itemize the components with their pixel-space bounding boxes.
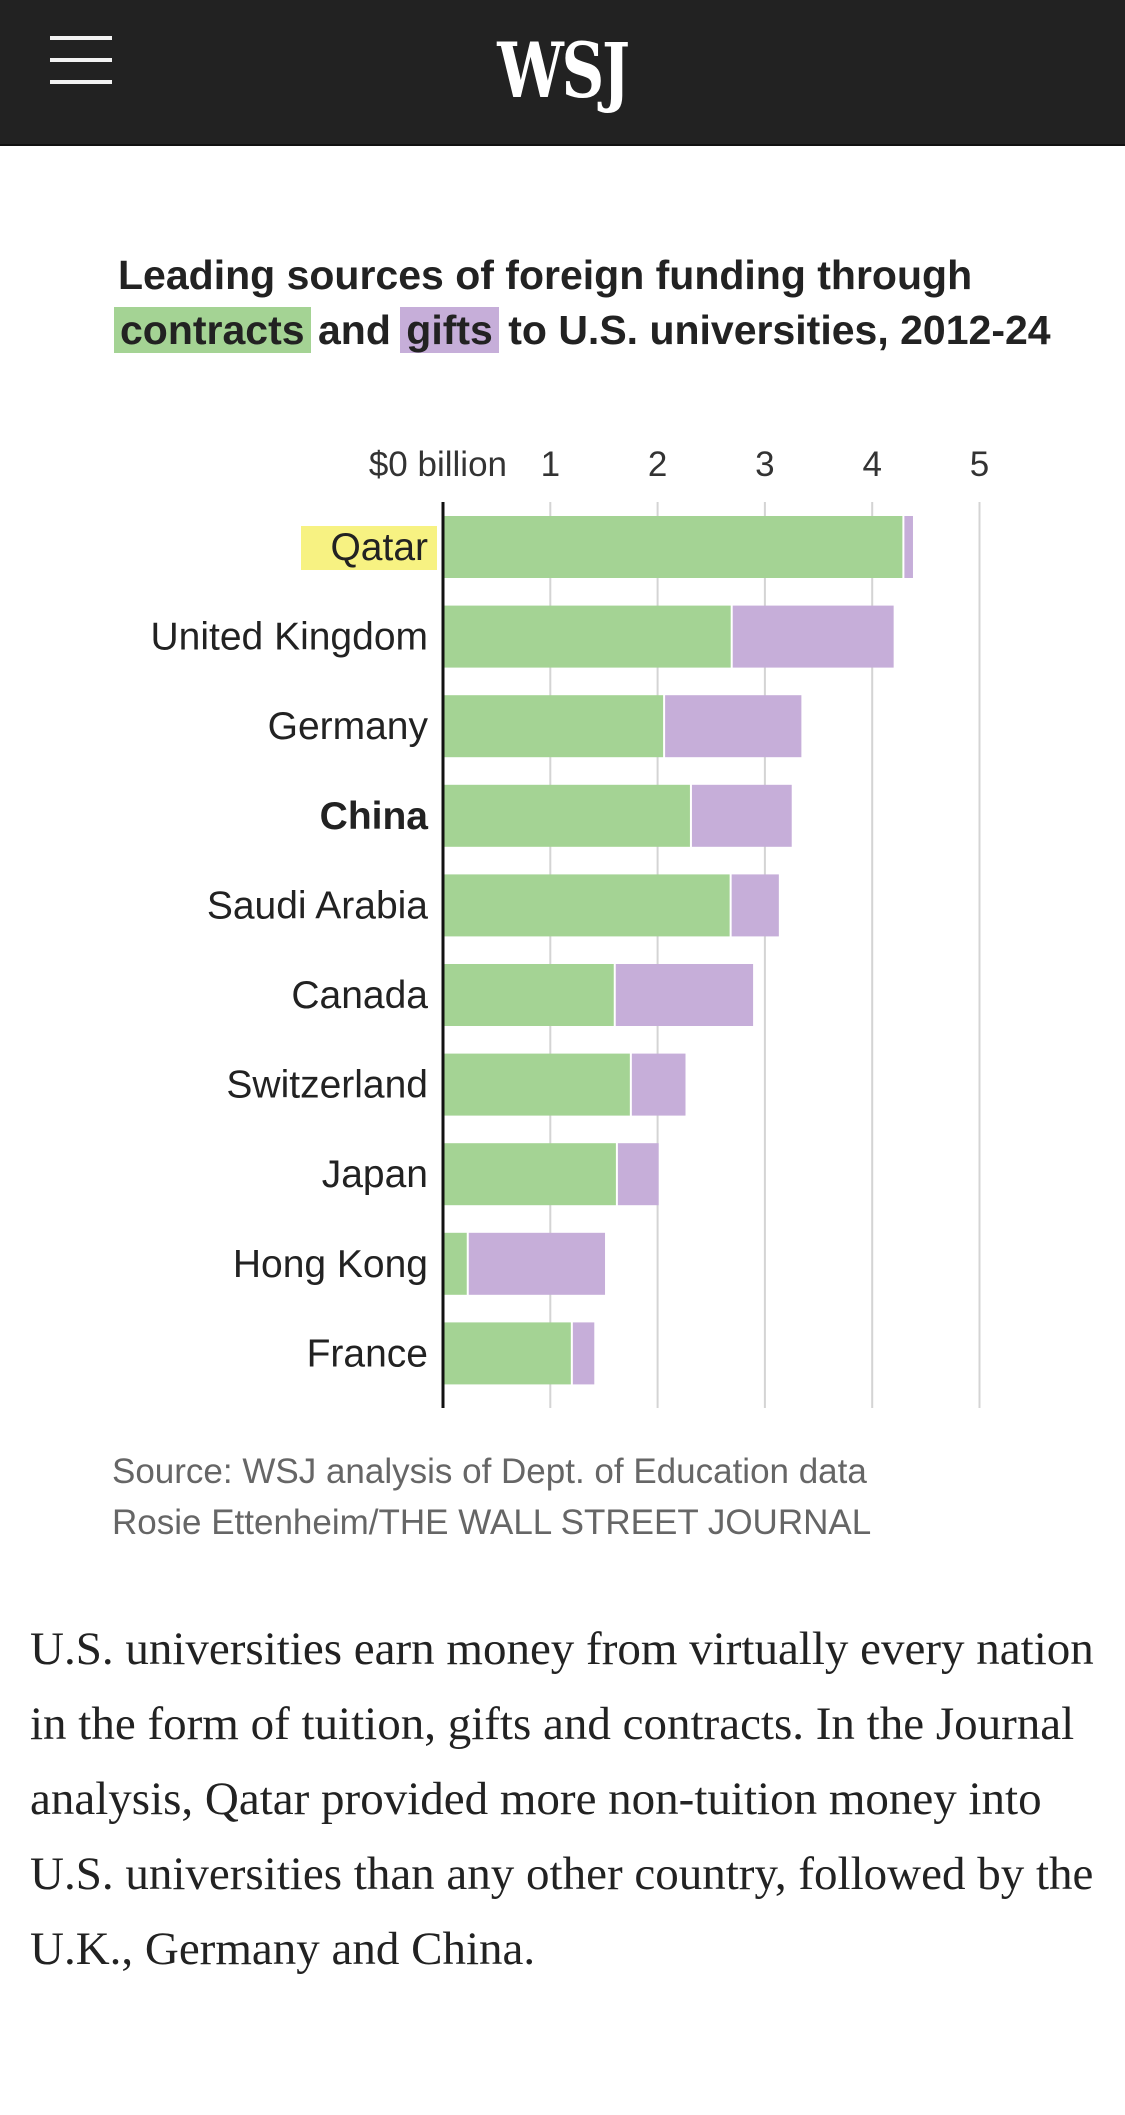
category-label: Qatar <box>330 526 428 569</box>
chart-credits: Source: WSJ analysis of Dept. of Educati… <box>112 1446 1072 1548</box>
x-tick-label: $0 billion <box>369 445 507 484</box>
x-tick-label: 3 <box>755 445 774 484</box>
gifts-bar <box>572 1322 595 1385</box>
gifts-bar <box>904 516 913 578</box>
gifts-bar <box>731 874 779 937</box>
gifts-bar <box>691 784 792 847</box>
gifts-bar <box>468 1232 606 1295</box>
contracts-legend-key: contracts <box>114 307 311 353</box>
chart-title-lead: Leading sources of foreign funding throu… <box>118 252 973 298</box>
contracts-bar <box>443 1143 616 1206</box>
category-label: Japan <box>322 1153 428 1196</box>
top-navigation-bar: WSJ <box>0 0 1125 146</box>
chart-title: Leading sources of foreign funding throu… <box>114 248 1058 358</box>
gifts-bar <box>665 695 802 758</box>
chart-title-tail: to U.S. universities, 2012-24 <box>508 307 1051 353</box>
category-highlight <box>301 526 437 570</box>
contracts-bar <box>443 516 903 578</box>
source-note: Source: WSJ analysis of Dept. of Educati… <box>112 1452 867 1491</box>
gifts-bar <box>631 1053 686 1116</box>
category-label: Switzerland <box>226 1064 428 1107</box>
contracts-bar <box>443 874 730 937</box>
byline-credit: Rosie Ettenheim/THE WALL STREET JOURNAL <box>112 1503 872 1542</box>
gifts-bar <box>615 964 754 1026</box>
contracts-bar <box>443 784 690 847</box>
contracts-bar <box>443 964 614 1026</box>
category-label: Canada <box>291 974 428 1017</box>
hamburger-menu-icon[interactable] <box>50 36 112 86</box>
contracts-bar <box>443 605 731 668</box>
contracts-bar <box>443 1232 467 1295</box>
stacked-bar-chart: $0 billion 1 2 3 4 5 Qatar United Kingdom German… <box>151 445 989 1408</box>
gifts-bar <box>617 1143 659 1206</box>
category-label: Germany <box>268 705 429 748</box>
category-label: France <box>307 1332 428 1375</box>
category-label: China <box>320 795 429 838</box>
wsj-logo[interactable]: WSJ <box>497 26 630 115</box>
contracts-bar <box>443 1322 571 1385</box>
category-label: Saudi Arabia <box>207 884 428 927</box>
article-paragraph: U.S. universities earn money from virtua… <box>30 1623 1094 1975</box>
gifts-bar <box>732 605 894 668</box>
contracts-bar <box>443 1053 630 1116</box>
x-tick-label: 2 <box>648 445 667 484</box>
category-label: Hong Kong <box>233 1243 428 1286</box>
x-tick-label: 4 <box>862 445 881 484</box>
x-tick-label: 1 <box>541 445 560 484</box>
chart-title-and: and <box>317 307 391 353</box>
gifts-legend-key: gifts <box>400 307 499 353</box>
x-tick-label: 5 <box>970 445 989 484</box>
category-label: United Kingdom <box>151 616 429 659</box>
contracts-bar <box>443 695 664 758</box>
